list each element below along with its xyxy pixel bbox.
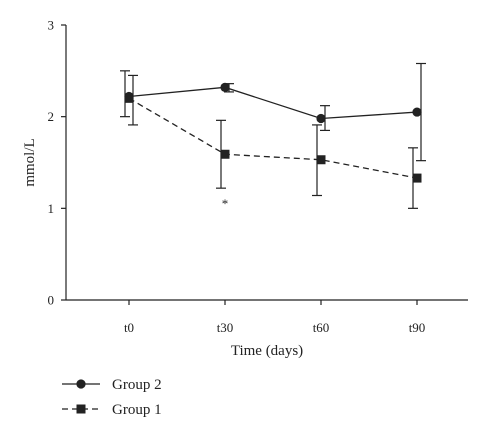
legend-item-group-2: Group 2 [62, 377, 162, 393]
significance-marker: * [222, 196, 229, 211]
x-tick-label: t60 [313, 320, 330, 335]
data-point [124, 93, 134, 103]
y-tick-label: 1 [48, 201, 55, 216]
y-tick-label: 3 [48, 18, 55, 33]
data-point [412, 107, 422, 117]
data-point [412, 173, 422, 183]
plot-area: 0 1 2 3 t0 t30 t60 t90 Time (days) mmol/L * [22, 18, 468, 359]
y-axis-title: mmol/L [22, 138, 38, 186]
legend-marker [76, 404, 86, 414]
data-point [220, 149, 230, 159]
series-line [128, 97, 418, 179]
data-point [316, 155, 326, 165]
x-tick-label: t0 [124, 320, 134, 335]
x-tick-label: t30 [217, 320, 234, 335]
legend: Group 2 Group 1 [62, 377, 162, 418]
x-axis-title: Time (days) [231, 343, 303, 359]
y-tick-label: 0 [48, 293, 55, 308]
data-point [220, 82, 230, 92]
legend-label: Group 2 [112, 377, 162, 393]
legend-item-group-1: Group 1 [62, 402, 162, 418]
legend-label: Group 1 [112, 402, 162, 418]
series-group-1 [120, 70, 422, 209]
series-group-2 [124, 62, 426, 162]
x-tick-label: t90 [409, 320, 426, 335]
series-line [128, 86, 418, 120]
y-tick-label: 2 [48, 109, 55, 124]
legend-marker [76, 379, 86, 389]
data-point [316, 113, 326, 124]
